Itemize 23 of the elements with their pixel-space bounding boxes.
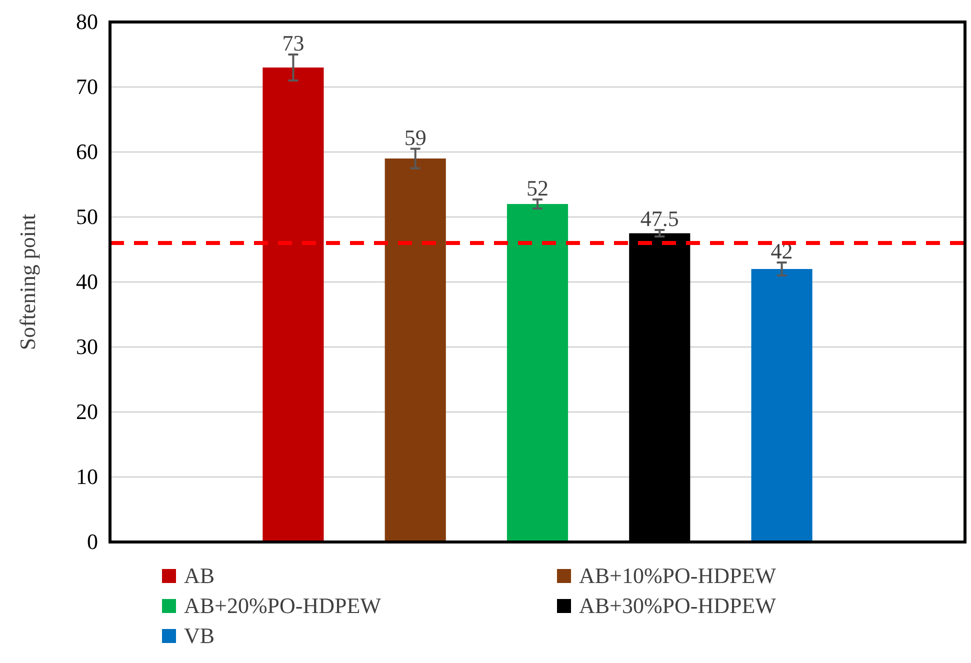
data-label: 73	[282, 30, 304, 56]
legend-label: AB+30%PO-HDPEW	[579, 593, 776, 618]
bar	[384, 158, 446, 542]
y-tick-label: 20	[76, 399, 98, 424]
y-tick-label: 80	[76, 9, 98, 34]
legend-label: VB	[184, 623, 215, 648]
legend-label: AB+10%PO-HDPEW	[579, 563, 776, 588]
data-label: 52	[526, 175, 548, 200]
bar	[262, 68, 324, 542]
y-tick-label: 30	[76, 334, 98, 360]
y-tick-label: 40	[76, 269, 98, 294]
y-tick-label: 0	[87, 529, 98, 554]
legend-label: AB	[184, 563, 215, 588]
bar	[751, 269, 812, 542]
bar	[506, 204, 568, 542]
data-label: 47.5	[640, 206, 679, 231]
legend-label: AB+20%PO-HDPEW	[184, 593, 382, 618]
y-axis-title: Softening point	[15, 214, 40, 350]
y-tick-label: 70	[76, 74, 98, 100]
y-tick-label: 10	[76, 464, 98, 490]
y-tick-label: 50	[76, 204, 98, 230]
y-tick-label: 60	[76, 139, 98, 164]
data-label: 59	[404, 124, 426, 150]
